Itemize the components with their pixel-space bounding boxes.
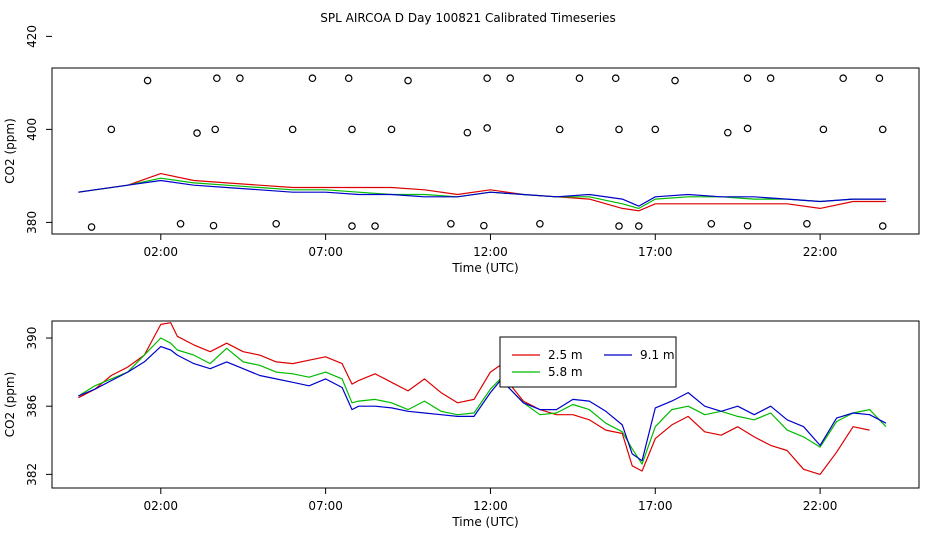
chart-title: SPL AIRCOA D Day 100821 Calibrated Times…	[320, 11, 615, 25]
calibration-point	[651, 125, 660, 134]
calibration-point	[348, 125, 356, 134]
bottom-panel: 02:00 07:00 12:00 17:00 22:00 382 386 390 Time (…	[3, 320, 920, 529]
calibration-point	[483, 74, 491, 83]
calibration-point	[615, 125, 623, 134]
x-tick-label: 22:00	[803, 245, 838, 259]
legend-label: 2.5 m	[548, 348, 583, 362]
y-tick-label: 400	[25, 118, 39, 141]
legend: 2.5 m 5.8 m 9.1 m	[499, 336, 677, 388]
plot-frame	[51, 67, 920, 235]
x-axis-label: Time (UTC)	[451, 515, 518, 529]
calibration-point	[611, 74, 620, 83]
y-tick-label: 380	[25, 211, 39, 234]
plot-area	[78, 322, 887, 475]
legend-label: 5.8 m	[548, 365, 583, 379]
calibration-point	[213, 74, 221, 83]
calibration-point	[615, 222, 623, 230]
calibration-point	[723, 128, 732, 137]
series-line-2	[78, 179, 886, 207]
y-tick-label: 420	[25, 25, 39, 48]
calibration-point	[483, 124, 491, 132]
calibration-point	[348, 222, 356, 230]
calibration-point	[404, 76, 412, 85]
calibration-point	[878, 222, 887, 230]
calibration-point	[463, 128, 472, 137]
calibration-point	[634, 222, 643, 230]
calibration-point	[743, 221, 752, 230]
calibration-point	[743, 124, 752, 133]
x-tick-label: 07:00	[308, 245, 343, 259]
calibration-point	[839, 74, 847, 83]
calibration-point	[344, 74, 353, 83]
x-tick-label: 07:00	[308, 499, 343, 513]
legend-box	[499, 336, 677, 388]
legend-label: 9.1 m	[640, 348, 675, 362]
calibration-point	[766, 74, 775, 83]
plot-frame	[51, 320, 920, 489]
x-axis-label: Time (UTC)	[451, 261, 518, 275]
x-tick-label: 02:00	[143, 499, 178, 513]
x-tick-label: 17:00	[638, 499, 673, 513]
calibration-point	[875, 74, 884, 83]
y-axis-label: CO2 (ppm)	[3, 118, 17, 184]
x-tick-label: 12:00	[473, 245, 508, 259]
x-tick-label: 17:00	[638, 245, 673, 259]
plot-area	[78, 74, 887, 231]
series-line-1	[78, 337, 887, 465]
calibration-point	[878, 125, 887, 134]
calibration-point	[143, 76, 152, 85]
calibration-point	[211, 125, 219, 134]
calibration-point	[555, 125, 564, 134]
calibration-point	[107, 125, 116, 134]
x-tick-label: 02:00	[143, 245, 178, 259]
y-tick-label: 386	[25, 395, 39, 418]
y-axis-label: CO2 (ppm)	[3, 372, 17, 438]
series-line-0	[78, 322, 870, 475]
calibration-point	[506, 74, 515, 83]
series-line-0	[78, 173, 886, 212]
series-line-2	[78, 346, 887, 462]
calibration-point	[236, 74, 244, 83]
calibration-point	[272, 219, 280, 228]
calibration-point	[819, 125, 828, 134]
calibration-point	[176, 219, 185, 228]
x-tick-label: 12:00	[473, 499, 508, 513]
y-tick-label: 382	[25, 463, 39, 486]
top-panel: 02:00 07:00 12:00 17:00 22:00 380 400 420 Time (…	[3, 25, 920, 275]
calibration-point	[308, 74, 317, 83]
y-tick-label: 390	[25, 327, 39, 350]
x-tick-label: 22:00	[803, 499, 838, 513]
calibration-point	[575, 74, 584, 83]
calibration-point	[447, 219, 455, 228]
calibration-point	[288, 125, 297, 134]
calibration-point	[803, 219, 811, 228]
calibration-point	[480, 221, 488, 230]
calibration-point	[209, 221, 218, 230]
calibration-point	[371, 222, 379, 230]
calibration-point	[536, 219, 544, 228]
calibration-point	[87, 223, 96, 231]
calibration-point	[193, 129, 201, 137]
calibration-point	[671, 76, 679, 85]
calibration-point	[707, 219, 716, 228]
calibration-point	[743, 74, 752, 83]
calibration-point	[387, 125, 396, 134]
